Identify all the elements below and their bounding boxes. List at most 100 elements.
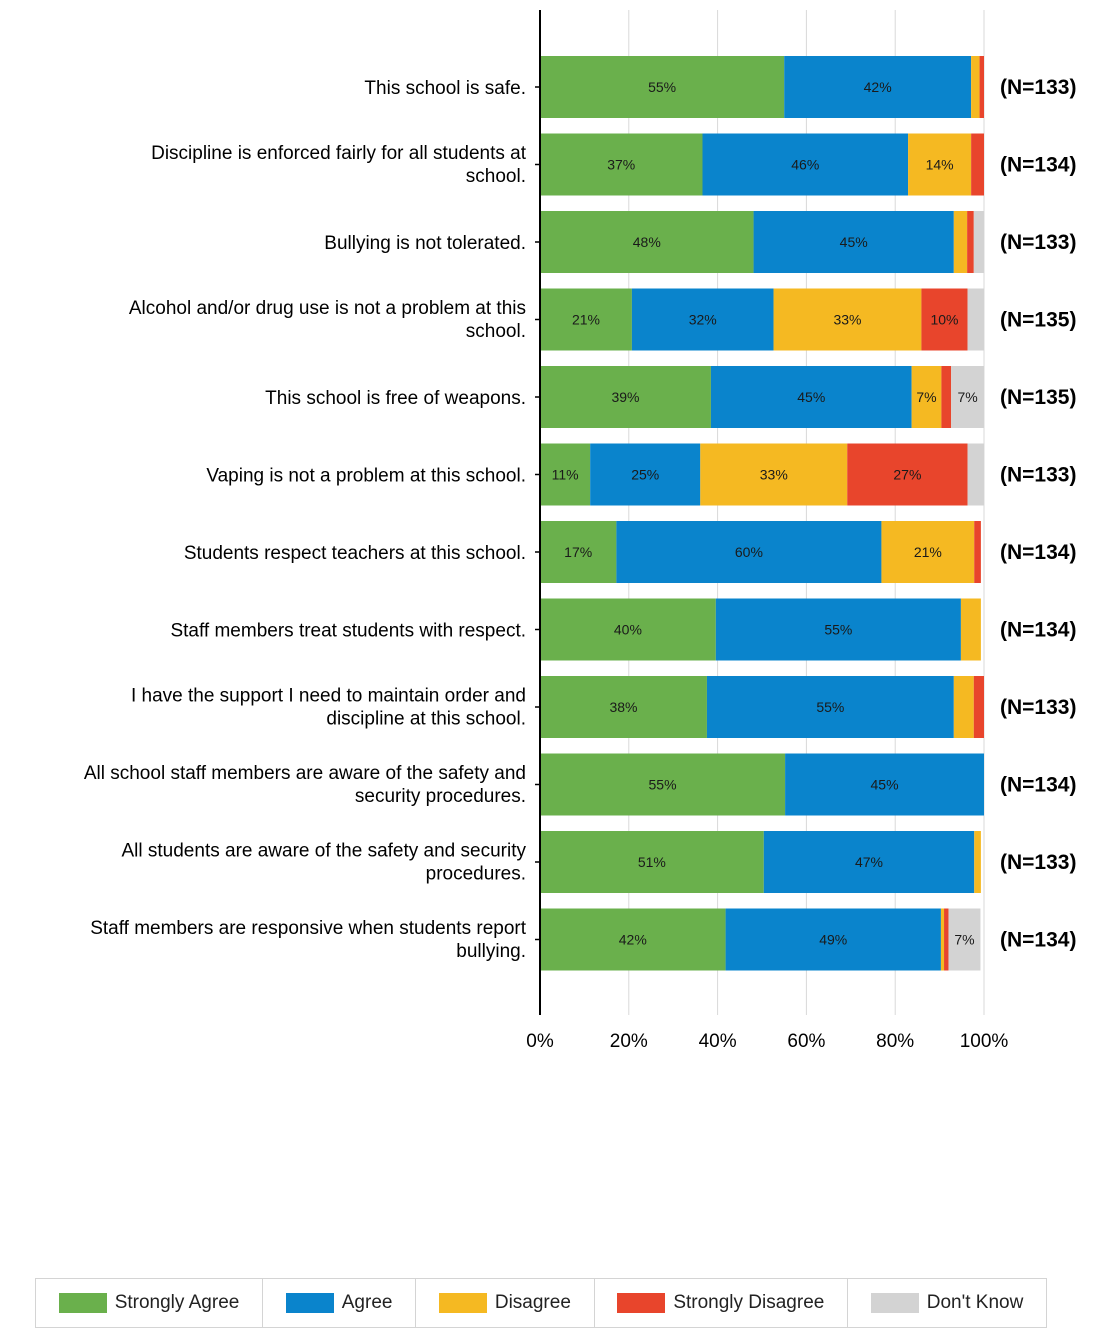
legend-item: Strongly Agree	[36, 1279, 264, 1327]
legend-swatch	[285, 1293, 334, 1313]
legend-item: Don't Know	[848, 1279, 1046, 1327]
category-label: Bullying is not tolerated.	[324, 233, 526, 254]
bar-segment	[951, 366, 984, 428]
bar-segment	[700, 443, 848, 506]
legend-item: Disagree	[416, 1279, 595, 1327]
bar-segment	[973, 676, 984, 738]
bar-segment	[971, 56, 980, 118]
category-label: Staff members are responsive when studen…	[90, 918, 527, 962]
bar-segment	[590, 443, 701, 506]
sample-size-label: (N=133)	[1000, 851, 1076, 874]
legend-label: Strongly Disagree	[673, 1292, 825, 1313]
data-label: 7%	[954, 932, 974, 948]
bar-segment	[940, 908, 945, 971]
category-label: Staff members treat students with respec…	[170, 621, 526, 642]
data-label: 32%	[689, 312, 717, 328]
sample-size-label: (N=135)	[1000, 386, 1076, 409]
bar-segment	[540, 366, 711, 428]
data-label: 11%	[552, 467, 579, 483]
legend-swatch	[438, 1293, 487, 1313]
bar-segment	[540, 443, 591, 506]
bar-segment	[706, 676, 954, 738]
bar-segment	[974, 521, 981, 583]
bar-segment	[725, 908, 941, 971]
data-label: 40%	[614, 622, 642, 638]
data-label: 51%	[638, 854, 666, 870]
data-label: 38%	[609, 699, 637, 715]
x-tick-label: 20%	[610, 1031, 648, 1052]
data-label: 55%	[649, 777, 677, 793]
bar-segment	[967, 443, 984, 506]
bar-segment	[944, 908, 949, 971]
data-label: 33%	[760, 467, 788, 483]
data-label: 25%	[631, 467, 659, 483]
x-tick-label: 60%	[787, 1031, 825, 1052]
bar-segment	[979, 56, 984, 118]
data-label: 49%	[819, 932, 847, 948]
data-label: 46%	[791, 157, 819, 173]
bar-segment	[631, 288, 774, 351]
bar-segment	[540, 56, 785, 118]
data-label: 7%	[916, 389, 936, 405]
x-tick-label: 80%	[876, 1031, 914, 1052]
x-tick-label: 40%	[699, 1031, 737, 1052]
legend-item: Strongly Disagree	[595, 1279, 849, 1327]
sample-size-label: (N=134)	[1000, 154, 1076, 177]
data-label: 45%	[871, 777, 899, 793]
bar-segment	[911, 366, 942, 428]
data-label: 39%	[611, 389, 639, 405]
bar-segment	[540, 908, 726, 971]
data-label: 10%	[930, 312, 958, 328]
bar-segment	[953, 676, 974, 738]
bar-segment	[971, 133, 984, 196]
category-label: This school is safe.	[364, 78, 526, 99]
bar-segment	[921, 288, 968, 351]
bar-segment	[784, 56, 972, 118]
legend-label: Strongly Agree	[114, 1292, 240, 1313]
data-label: 60%	[735, 544, 763, 560]
bar-segment	[967, 288, 984, 351]
bar-segment	[908, 133, 972, 196]
data-label: 55%	[824, 622, 852, 638]
bar-segment	[540, 521, 617, 583]
legend-label: Disagree	[494, 1292, 571, 1313]
bar-segment	[616, 521, 882, 583]
legend-swatch	[58, 1293, 107, 1313]
sample-size-label: (N=134)	[1000, 929, 1076, 952]
bar-segment	[540, 133, 703, 196]
sample-size-label: (N=133)	[1000, 76, 1076, 99]
data-label: 21%	[572, 312, 600, 328]
sample-size-label: (N=133)	[1000, 464, 1076, 487]
bar-segment	[710, 366, 912, 428]
bar-segment	[540, 676, 707, 738]
bar-segment	[715, 598, 961, 661]
sample-size-label: (N=134)	[1000, 619, 1076, 642]
axis-layer: 0% 20% 40% 60% 80% 100%	[526, 10, 1008, 1052]
bar-segment	[953, 211, 968, 273]
data-label: 45%	[840, 234, 868, 250]
category-label: All school staff members are aware of th…	[84, 763, 526, 807]
bar-segment	[773, 288, 922, 351]
sample-size-label: (N=135)	[1000, 309, 1076, 332]
data-label: 42%	[619, 932, 647, 948]
data-label: 21%	[914, 544, 942, 560]
bar-segment	[540, 288, 632, 351]
bar-segment	[948, 908, 981, 971]
data-label: 47%	[855, 854, 883, 870]
legend-item: Agree	[263, 1279, 417, 1327]
bar-segment	[540, 598, 716, 661]
bar-segment	[974, 831, 981, 893]
bar-segment	[960, 598, 981, 661]
legend: Strongly Agree Agree Disagree Strongly Disa…	[35, 1278, 1047, 1328]
data-label: 27%	[893, 467, 921, 483]
bar-segment	[540, 831, 764, 893]
data-label: 42%	[864, 79, 892, 95]
bar-segment	[540, 753, 786, 816]
data-label: 33%	[833, 312, 861, 328]
bar-segment	[967, 211, 974, 273]
data-label: 7%	[957, 389, 977, 405]
data-label: 17%	[564, 544, 592, 560]
sample-size-label: (N=134)	[1000, 774, 1076, 797]
category-label: All students are aware of the safety and…	[122, 841, 527, 885]
bar-segment	[847, 443, 968, 506]
